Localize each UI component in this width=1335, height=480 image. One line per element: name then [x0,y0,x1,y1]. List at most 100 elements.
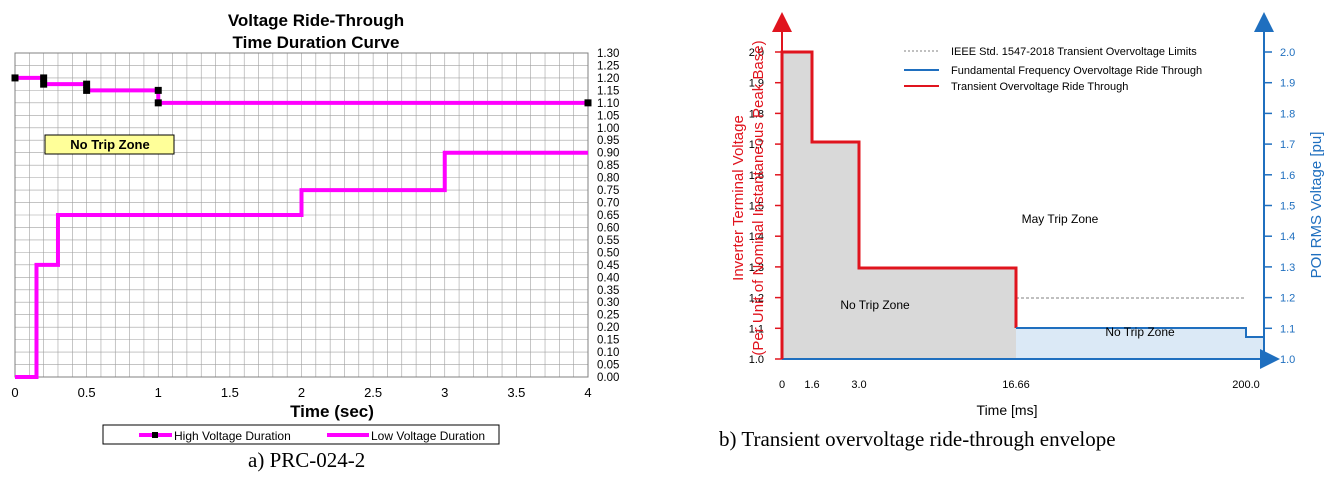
y-tick-label: 0.35 [597,285,619,297]
high-voltage-point [40,80,48,88]
right-y-tick-label: 1.4 [1280,231,1295,243]
high-voltage-point [154,99,162,107]
y-tick-label: 0.70 [597,198,619,210]
left-y-tick-label: 1.0 [749,354,764,366]
y-tick-label: 0.00 [597,372,619,384]
high-voltage-point [11,74,19,82]
x-tick-label: 1.5 [221,385,239,400]
x-tick-label: 0.5 [78,385,96,400]
y-tick-label: 0.95 [597,135,619,147]
chart-b-left-axis-title: Inverter Terminal Voltage [730,115,747,281]
legend-label-transient: Transient Overvoltage Ride Through [951,81,1128,93]
x-tick-label: 3.5 [507,385,525,400]
caption-a: a) PRC-024-2 [248,448,366,472]
y-tick-label: 0.85 [597,160,619,172]
legend-label-fundamental: Fundamental Frequency Overvoltage Ride T… [951,65,1202,77]
right-y-tick-label: 1.9 [1280,78,1295,90]
chart-b-left-axis-subtitle: (Per Unit of Nominal Instantaneous Peak … [750,40,767,355]
y-tick-label: 1.05 [597,110,619,122]
legend-item-low-voltage: Low Voltage Duration [327,429,485,443]
legend-label-low-voltage: Low Voltage Duration [371,429,485,443]
y-tick-label: 1.15 [597,85,619,97]
high-voltage-point [584,99,592,107]
chart-a-legend: High Voltage Duration Low Voltage Durati… [102,424,500,445]
no-trip-zone-text-a: No Trip Zone [70,137,149,152]
left-y-tick-label: 1.7 [749,139,764,151]
no-trip-zone-label-a: No Trip Zone [44,134,175,155]
x-tick-label: 3.0 [851,379,866,391]
y-tick-label: 0.75 [597,185,619,197]
left-y-tick-label: 1.5 [749,201,764,213]
left-y-tick-label: 1.8 [749,108,764,120]
left-y-tick-label: 1.3 [749,262,764,274]
x-tick-label: 200.0 [1232,379,1260,391]
may-trip-zone-label: May Trip Zone [1022,212,1099,226]
left-y-tick-label: 1.1 [749,323,764,335]
chart-b-right-y-tick-labels: 1.0 1.1 1.2 1.3 1.4 1.5 1.6 1.7 1.8 1.9 2.0 [1264,47,1295,366]
fundamental-overvoltage-line [1016,327,1264,338]
right-y-tick-label: 1.3 [1280,262,1295,274]
right-y-tick-label: 1.0 [1280,354,1295,366]
chart-b-right-axis-title: POI RMS Voltage [pu] [1308,132,1325,279]
transient-overvoltage-chart: 1.0 1.1 1.2 1.3 1.4 1.5 1.6 1.7 1.8 1.9 2.0 1.0 1.1… [730,12,1325,418]
y-tick-label: 0.15 [597,335,619,347]
no-trip-zone-label-transient: No Trip Zone [840,298,910,312]
legend-item-high-voltage: High Voltage Duration [139,429,291,443]
chart-a-x-tick-labels: 0 0.5 1 1.5 2 2.5 3 3.5 4 [11,385,591,400]
x-tick-label: 0 [11,385,18,400]
left-y-tick-label: 2.0 [749,47,764,59]
y-tick-label: 1.30 [597,48,619,60]
x-tick-label: 16.66 [1002,379,1030,391]
y-tick-label: 0.55 [597,235,619,247]
y-tick-label: 0.05 [597,360,619,372]
plot-area-border [14,52,589,378]
x-tick-label: 1 [155,385,162,400]
chart-b-legend: IEEE Std. 1547-2018 Transient Overvoltag… [904,46,1202,93]
caption-b: b) Transient overvoltage ride-through en… [719,427,1116,451]
x-tick-label: 2 [298,385,305,400]
x-tick-label: 3 [441,385,448,400]
low-voltage-duration-line [15,150,588,379]
y-tick-label: 0.40 [597,272,619,284]
right-y-tick-label: 1.6 [1280,170,1295,182]
legend-marker-high-voltage [152,432,158,438]
y-tick-label: 1.25 [597,60,619,72]
y-tick-label: 1.10 [597,98,619,110]
no-trip-zone-box [44,134,175,155]
left-y-tick-label: 1.9 [749,78,764,90]
chart-a-x-axis-title: Time (sec) [290,402,374,421]
y-tick-label: 0.10 [597,347,619,359]
left-y-tick-label: 1.4 [749,231,764,243]
high-voltage-point [40,74,48,82]
y-tick-label: 0.80 [597,173,619,185]
high-voltage-point [83,86,91,94]
y-tick-label: 0.60 [597,222,619,234]
prc024-chart: Voltage Ride-Through Time Duration Curve… [0,0,640,480]
y-tick-label: 1.20 [597,73,619,85]
chart-b-x-axis-title: Time [ms] [977,402,1038,418]
transient-overvoltage-line [780,50,1018,359]
right-y-tick-label: 2.0 [1280,47,1295,59]
y-tick-label: 0.30 [597,297,619,309]
right-y-tick-label: 1.1 [1280,323,1295,335]
chart-b-left-y-tick-labels: 1.0 1.1 1.2 1.3 1.4 1.5 1.6 1.7 1.8 1.9 2.0 [749,47,782,366]
right-y-tick-label: 1.7 [1280,139,1295,151]
y-tick-label: 0.25 [597,310,619,322]
y-tick-label: 1.00 [597,123,619,135]
chart-a-series [11,74,592,379]
y-tick-label: 0.45 [597,260,619,272]
no-trip-zone-label-fundamental: No Trip Zone [1105,325,1175,339]
x-tick-label: 2.5 [364,385,382,400]
y-tick-label: 0.50 [597,247,619,259]
right-y-tick-label: 1.8 [1280,108,1295,120]
legend-box [102,424,500,445]
x-tick-label: 4 [584,385,591,400]
chart-b-x-tick-labels: 0 1.6 3.0 16.66 200.0 [779,379,1260,391]
right-y-tick-label: 1.2 [1280,293,1295,305]
x-tick-label: 1.6 [804,379,819,391]
y-tick-label: 0.65 [597,210,619,222]
y-tick-label: 0.20 [597,322,619,334]
x-tick-label: 0 [779,379,785,391]
left-y-tick-label: 1.2 [749,293,764,305]
legend-label-high-voltage: High Voltage Duration [174,429,291,443]
